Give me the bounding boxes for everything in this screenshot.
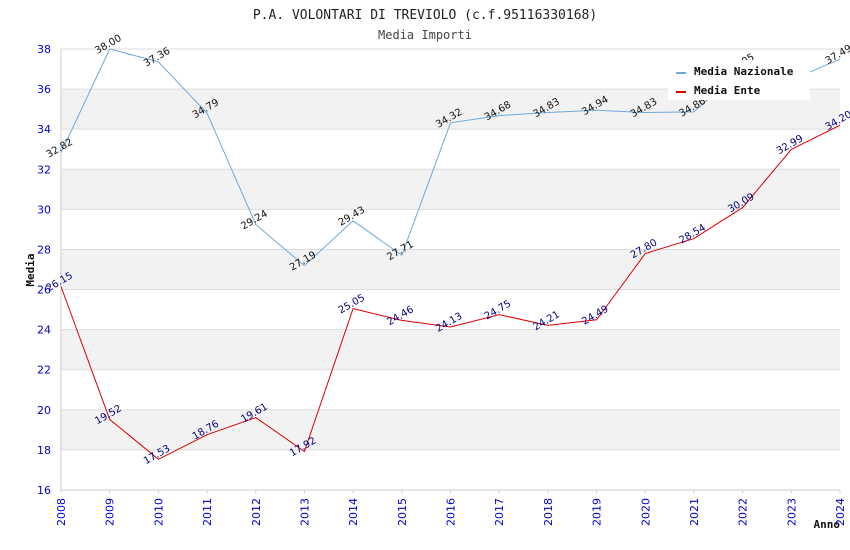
x-tick-label: 2013 [298, 498, 311, 526]
y-tick-label: 36 [37, 83, 51, 96]
grid-band [61, 249, 840, 290]
y-tick-label: 24 [37, 324, 51, 337]
data-label: 37.49 [824, 43, 850, 67]
y-axis-label: Media [24, 253, 37, 286]
y-tick-label: 32 [37, 163, 51, 176]
x-tick-label: 2017 [493, 498, 506, 526]
chart-title: P.A. VOLONTARI DI TREVIOLO (c.f.95116330… [253, 8, 597, 23]
x-tick-label: 2012 [250, 498, 263, 526]
y-tick-label: 38 [37, 43, 51, 56]
x-tick-label: 2021 [688, 498, 701, 526]
legend-box [668, 60, 810, 100]
x-tick-label: 2019 [591, 498, 604, 526]
data-label: 29.24 [239, 209, 269, 233]
x-tick-label: 2011 [201, 498, 214, 526]
chart-subtitle: Media Importi [378, 28, 472, 42]
data-label: 28.54 [677, 223, 707, 247]
x-tick-labels: 2008 2009 2010 2011 2012 2013 2014 2015 2016 2017… [55, 498, 847, 526]
y-tick-label: 22 [37, 364, 51, 377]
data-label: 24.46 [385, 304, 415, 328]
y-tick-label: 16 [37, 484, 51, 497]
x-tick-label: 2018 [542, 498, 555, 526]
grid-bands [61, 89, 840, 450]
axes [60, 49, 841, 493]
y-tick-label: 34 [37, 123, 51, 136]
data-label: 32.99 [775, 133, 805, 157]
x-tick-label: 2014 [347, 498, 360, 526]
x-axis-label: Anno [814, 518, 841, 531]
data-label: 26.15 [45, 270, 75, 294]
legend-label-ente: Media Ente [694, 84, 761, 97]
x-tick-label: 2016 [445, 498, 458, 526]
x-tick-label: 2022 [737, 498, 750, 526]
x-tick-label: 2009 [104, 498, 117, 526]
y-tick-label: 26 [37, 284, 51, 297]
grid-band [61, 409, 840, 450]
x-tick-label: 2024 [834, 498, 847, 526]
y-tick-labels: 16 18 20 22 24 26 28 30 32 34 36 38 [37, 43, 51, 497]
x-tick-label: 2008 [55, 498, 68, 526]
y-tick-label: 18 [37, 444, 51, 457]
x-tick-label: 2023 [785, 498, 798, 526]
y-tick-label: 20 [37, 404, 51, 417]
data-label: 24.49 [580, 304, 610, 328]
series-line-media-ente [60, 124, 841, 460]
y-tick-label: 28 [37, 243, 51, 256]
data-label: 24.75 [483, 299, 513, 323]
x-tick-label: 2015 [396, 498, 409, 526]
x-tick-label: 2020 [639, 498, 652, 526]
legend: Media Nazionale Media Ente [668, 60, 810, 100]
data-label: 38.00 [93, 33, 123, 57]
y-tick-label: 30 [37, 203, 51, 216]
data-label: 32.82 [45, 137, 75, 161]
legend-label-nazionale: Media Nazionale [694, 65, 794, 78]
x-tick-label: 2010 [152, 498, 165, 526]
grid-band [61, 329, 840, 370]
grid-band [61, 169, 840, 210]
